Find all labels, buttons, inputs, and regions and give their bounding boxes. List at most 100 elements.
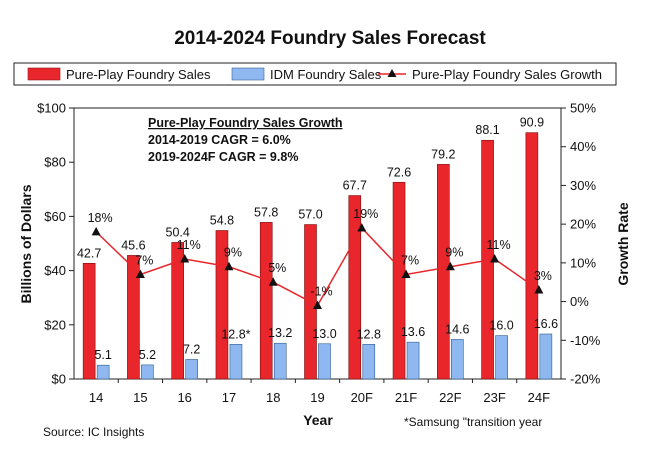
- y2-tick-label: 20%: [570, 217, 596, 232]
- idm-bar-label: 5.1: [94, 348, 111, 362]
- growth-point: [534, 284, 544, 294]
- growth-point-label: 19%: [353, 207, 378, 221]
- idm-bar-label: 12.8: [357, 327, 381, 341]
- legend-label-idm: IDM Foundry Sales: [270, 67, 382, 82]
- y-tick-label: $80: [44, 155, 66, 170]
- x-tick-label: 23F: [483, 390, 505, 405]
- pure-play-bar: [215, 230, 229, 380]
- y2-tick-label: 50%: [570, 101, 596, 116]
- growth-point-label: 7%: [401, 253, 419, 267]
- idm-bar: [141, 364, 154, 380]
- y-tick-label: $60: [44, 209, 66, 224]
- x-tick-label: 17: [222, 390, 236, 405]
- legend-swatch-pure-play: [27, 67, 61, 81]
- idm-bar: [495, 335, 508, 380]
- x-tick-label: 22F: [439, 390, 461, 405]
- legend-swatch-idm: [231, 67, 265, 81]
- pure-play-bar-label: 57.0: [298, 208, 322, 222]
- y2-tick-label: 0%: [570, 294, 589, 309]
- idm-bar: [273, 342, 287, 380]
- footnote: *Samsung "transition year: [404, 415, 542, 429]
- x-tick-label: 15: [133, 390, 147, 405]
- idm-bar-label: 12.8*: [221, 327, 250, 341]
- idm-bar: [539, 333, 553, 380]
- x-tick-label: 21F: [395, 390, 417, 405]
- pure-play-bar-label: 72.6: [387, 165, 411, 179]
- idm-bar-label: 13.6: [401, 325, 425, 339]
- y2-tick-label: 10%: [570, 255, 596, 270]
- legend-box: [13, 62, 617, 86]
- y2-tick-label: 30%: [570, 178, 596, 193]
- pure-play-bar-label: 90.9: [520, 116, 544, 130]
- growth-point-label: 11%: [177, 238, 201, 252]
- idm-bar: [185, 359, 198, 380]
- annotation-cagr-2014-2019: 2014-2019 CAGR = 6.0%: [148, 133, 291, 147]
- pure-play-bar: [171, 242, 184, 380]
- legend-label-growth: Pure-Play Foundry Sales Growth: [412, 67, 602, 82]
- y2-axis-title: Growth Rate: [615, 202, 631, 285]
- growth-point-label: 5%: [268, 261, 286, 275]
- growth-point-label: 9%: [445, 246, 463, 260]
- idm-bars: 5.1 5.2 7.2 12.8* 13.2 13.0 12.8 13.6 14.6 16.0 16…: [94, 317, 558, 380]
- x-axis: 14 15 16 17 18 19 20F 21F 22F 23F 24F: [89, 379, 550, 405]
- pure-play-bar: [392, 181, 406, 380]
- idm-bar-label: 7.2: [183, 342, 200, 356]
- idm-bar-label: 5.2: [139, 348, 156, 362]
- pure-play-bar-label: 79.2: [431, 147, 455, 161]
- pure-play-bar-label: 42.7: [77, 246, 101, 260]
- pure-play-bar: [82, 262, 96, 380]
- x-tick-label: 24F: [528, 390, 550, 405]
- growth-point: [401, 269, 411, 278]
- y2-tick-label: 40%: [570, 139, 596, 154]
- legend-swatch-growth-marker: [387, 69, 397, 77]
- y-tick-label: $0: [52, 372, 66, 387]
- idm-bar: [451, 339, 464, 380]
- idm-bar-label: 14.6: [445, 322, 469, 336]
- annotation-heading: Pure-Play Foundry Sales Growth: [148, 116, 343, 130]
- annotation-cagr-2019-2024: 2019-2024F CAGR = 9.8%: [148, 150, 298, 164]
- pure-play-bar-label: 88.1: [475, 123, 499, 137]
- x-axis-title: Year: [303, 412, 333, 428]
- idm-bar-label: 13.0: [312, 327, 336, 341]
- x-tick-label: 20F: [351, 390, 373, 405]
- growth-point: [180, 253, 190, 263]
- growth-point-label: -1%: [310, 284, 332, 298]
- idm-bar: [318, 343, 331, 380]
- y2-tick-label: -10%: [570, 333, 601, 348]
- left-axis: $0 $20 $40 $60 $80 $100: [37, 101, 74, 387]
- chart-title: 2014-2024 Foundry Sales Forecast: [174, 28, 486, 49]
- growth-point: [268, 277, 278, 286]
- pure-play-bar-label: 57.8: [254, 205, 278, 219]
- growth-point: [357, 223, 367, 232]
- pure-play-bar-label: 67.7: [343, 179, 367, 193]
- pure-play-bar: [348, 195, 362, 380]
- growth-point: [490, 253, 500, 263]
- legend: Pure-Play Foundry Sales IDM Foundry Sale…: [27, 67, 602, 82]
- y-tick-label: $40: [44, 263, 66, 278]
- pure-play-bar-label: 50.4: [166, 225, 190, 239]
- x-tick-label: 14: [89, 390, 103, 405]
- plot-area: [73, 107, 562, 380]
- idm-bar-label: 13.2: [268, 326, 292, 340]
- x-tick-label: 19: [310, 390, 324, 405]
- idm-bar: [362, 344, 376, 380]
- pure-play-bar: [525, 132, 539, 380]
- y2-tick-label: -20%: [570, 372, 601, 387]
- pure-play-bar-label: 45.6: [121, 238, 145, 252]
- idm-bar-label: 16.0: [489, 319, 513, 333]
- growth-point-label: 18%: [88, 211, 113, 225]
- growth-point: [135, 269, 145, 278]
- idm-bar: [229, 344, 243, 380]
- pure-play-bar: [259, 222, 273, 380]
- x-tick-label: 16: [177, 390, 191, 405]
- growth-point-label: 7%: [135, 253, 153, 267]
- x-tick-label: 18: [266, 390, 280, 405]
- pure-play-bar: [127, 255, 140, 380]
- idm-bar: [406, 341, 420, 380]
- source-note: Source: IC Insights: [43, 425, 144, 439]
- growth-point-label: 9%: [224, 246, 242, 260]
- growth-point-label: 3%: [534, 269, 552, 283]
- pure-play-bar: [437, 164, 450, 380]
- growth-point: [224, 261, 234, 271]
